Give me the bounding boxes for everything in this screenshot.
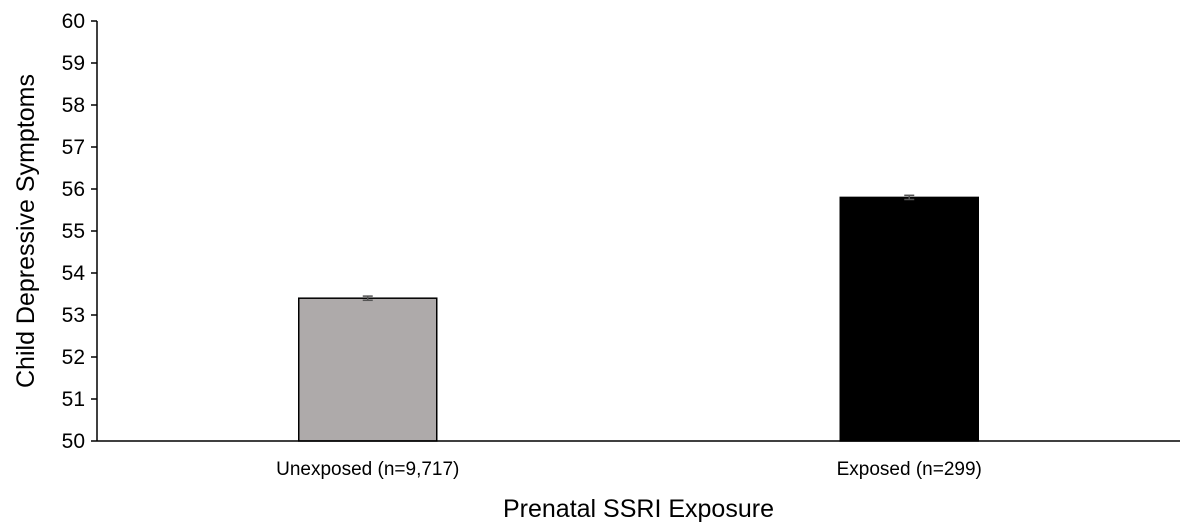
x-axis-title: Prenatal SSRI Exposure — [503, 495, 774, 523]
bars — [298, 196, 979, 442]
y-tick-label: 54 — [62, 262, 86, 285]
bar-unexposed — [298, 297, 438, 442]
y-tick-label: 52 — [62, 346, 85, 369]
y-tick-label: 60 — [62, 10, 85, 33]
x-category-label: Exposed (n=299) — [837, 459, 982, 480]
error-bar — [362, 295, 373, 302]
y-tick-label: 56 — [62, 178, 85, 201]
y-axis-title: Child Depressive Symptoms — [12, 74, 40, 388]
error-bar — [904, 194, 915, 201]
x-category-label: Unexposed (n=9,717) — [276, 459, 459, 480]
bar-exposed — [839, 196, 979, 442]
y-axis-ticks — [91, 20, 97, 442]
y-tick-label: 57 — [62, 136, 85, 159]
x-axis-category-labels: Unexposed (n=9,717) Exposed (n=299) — [276, 459, 982, 480]
y-tick-label: 51 — [62, 388, 85, 411]
y-tick-label: 53 — [62, 304, 85, 327]
y-axis-tick-labels: 50 51 52 53 54 55 56 57 58 59 60 — [62, 10, 86, 453]
y-tick-label: 50 — [62, 430, 85, 453]
y-tick-label: 55 — [62, 220, 85, 243]
y-tick-label: 58 — [62, 94, 85, 117]
y-tick-label: 59 — [62, 52, 85, 75]
error-bars — [362, 194, 915, 302]
